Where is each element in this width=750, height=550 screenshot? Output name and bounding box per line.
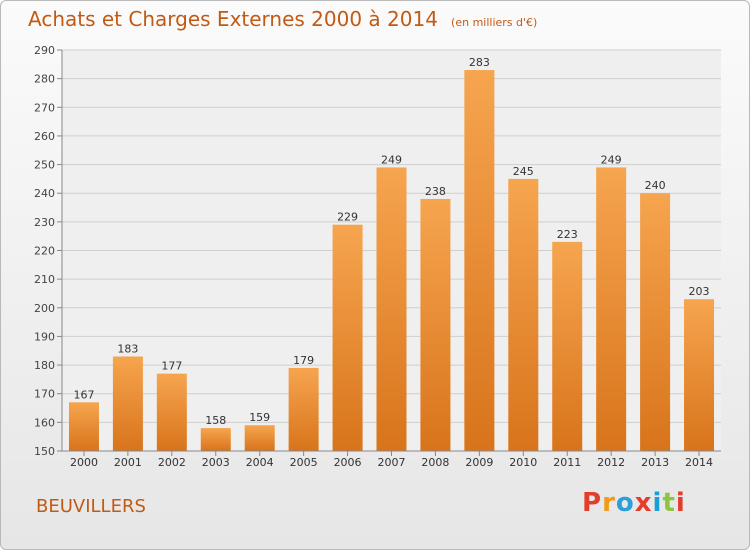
x-tick-label: 2010	[509, 456, 537, 469]
bar	[244, 425, 275, 451]
x-tick-label: 2005	[290, 456, 318, 469]
y-tick-label: 210	[34, 273, 55, 286]
bars: 167 183 177 158 159 179 229 249 238 283 245 223 249 2…	[68, 56, 715, 452]
bar	[156, 373, 187, 451]
y-tick-label: 160	[34, 416, 55, 429]
logo-letter: i	[675, 488, 686, 518]
bar-value-label: 240	[645, 179, 666, 192]
bar	[288, 367, 319, 451]
x-tick-label: 2007	[378, 456, 406, 469]
y-tick-label: 200	[34, 302, 55, 315]
bar	[596, 167, 627, 451]
bar	[684, 299, 715, 451]
y-tick-label: 240	[34, 187, 55, 200]
y-axis: 150 160 170 180 190 200 210 220 230 240 250 260 270 2…	[34, 44, 63, 458]
x-tick-label: 2003	[202, 456, 230, 469]
bar-value-label: 183	[117, 342, 138, 355]
x-tick-label: 2008	[421, 456, 449, 469]
bar-value-label: 159	[249, 411, 270, 424]
y-tick-label: 280	[34, 73, 55, 86]
x-tick-label: 2000	[70, 456, 98, 469]
x-tick-label: 2001	[114, 456, 142, 469]
x-tick-label: 2014	[685, 456, 713, 469]
bar	[508, 178, 539, 451]
bar	[552, 241, 583, 451]
y-tick-label: 150	[34, 445, 55, 458]
y-tick-label: 270	[34, 101, 55, 114]
logo-letter: r	[602, 488, 616, 518]
x-tick-label: 2002	[158, 456, 186, 469]
bar	[376, 167, 407, 451]
x-tick-label: 2011	[553, 456, 581, 469]
bar	[420, 198, 451, 451]
x-tick-label: 2006	[334, 456, 362, 469]
bar-value-label: 223	[557, 228, 578, 241]
logo-letter: o	[615, 488, 635, 518]
bar-value-label: 249	[601, 153, 622, 166]
bar	[464, 70, 495, 452]
y-tick-label: 190	[34, 330, 55, 343]
y-tick-label: 220	[34, 245, 55, 258]
town-name: BEUVILLERS	[36, 496, 146, 517]
bar-value-label: 249	[381, 153, 402, 166]
bar-value-label: 167	[73, 388, 94, 401]
bar	[200, 428, 231, 451]
y-tick-label: 170	[34, 388, 55, 401]
bar-value-label: 177	[161, 360, 182, 373]
y-tick-label: 180	[34, 359, 55, 372]
bar	[332, 224, 363, 451]
bar-value-label: 238	[425, 185, 446, 198]
bar-value-label: 283	[469, 56, 490, 69]
bar	[68, 402, 99, 451]
bar-value-label: 158	[205, 414, 226, 427]
bar-value-label: 203	[689, 285, 710, 298]
chart-title: Achats et Charges Externes 2000 à 2014	[28, 7, 438, 31]
x-tick-label: 2012	[597, 456, 625, 469]
y-tick-label: 290	[34, 44, 55, 57]
x-tick-label: 2004	[246, 456, 274, 469]
y-tick-label: 260	[34, 130, 55, 143]
y-tick-label: 250	[34, 159, 55, 172]
logo-letter: i	[652, 488, 663, 518]
logo-letter: P	[582, 488, 603, 518]
chart-subtitle: (en milliers d'€)	[451, 16, 538, 29]
y-tick-label: 230	[34, 216, 55, 229]
chart-title-block: Achats et Charges Externes 2000 à 2014 (…	[28, 7, 537, 31]
logo-letter: t	[662, 488, 676, 518]
x-tick-label: 2009	[465, 456, 493, 469]
bar-value-label: 245	[513, 165, 534, 178]
x-axis: 2000 2001 2002 2003 2004 2005 2006 2007 2008 2009…	[62, 450, 721, 469]
logo-letter: x	[634, 488, 653, 518]
proxiti-logo[interactable]: Proxiti	[582, 488, 686, 518]
x-tick-label: 2013	[641, 456, 669, 469]
bar	[112, 356, 143, 451]
bar	[640, 193, 671, 451]
bar-value-label: 179	[293, 354, 314, 367]
bar-value-label: 229	[337, 211, 358, 224]
